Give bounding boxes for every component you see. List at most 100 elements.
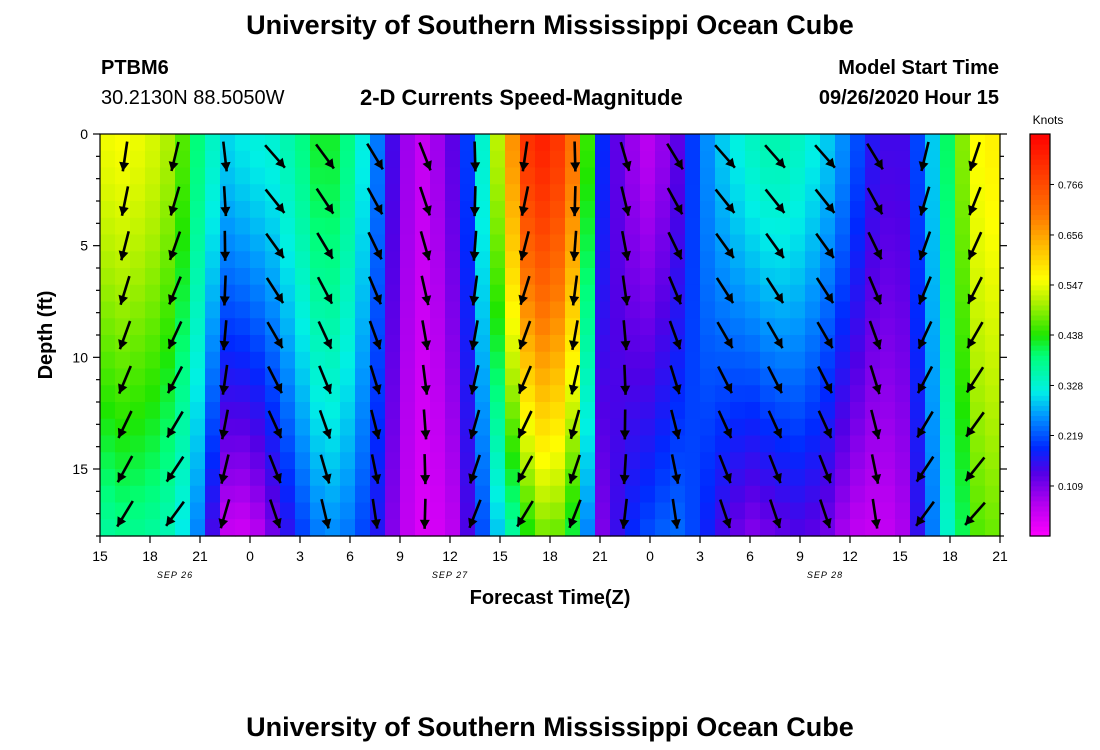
heatmap-cell — [895, 234, 911, 252]
colorbar-band — [1030, 410, 1050, 417]
heatmap-cell — [145, 452, 161, 470]
heatmap-cell — [355, 268, 371, 286]
heatmap-cell — [505, 335, 521, 353]
heatmap-cell — [790, 201, 806, 219]
heatmap-cell — [685, 251, 701, 269]
heatmap-cell — [160, 435, 176, 453]
heatmap-cell — [145, 234, 161, 252]
current-arrow — [469, 320, 479, 351]
heatmap-cell — [340, 201, 356, 219]
heatmap-cell — [850, 519, 866, 537]
heatmap-cell — [370, 217, 386, 236]
heatmap-cell — [400, 351, 416, 370]
heatmap-cell — [940, 502, 956, 520]
heatmap-cell — [175, 335, 191, 353]
heatmap-cell — [910, 301, 926, 319]
heatmap-cell — [535, 402, 551, 420]
heatmap-cell — [385, 217, 401, 236]
current-arrow — [968, 186, 982, 216]
heatmap-cell — [580, 184, 596, 202]
current-arrow — [519, 141, 530, 172]
x-tick-label: 6 — [746, 548, 754, 564]
heatmap-cell — [835, 502, 851, 520]
heatmap-cell — [685, 234, 701, 252]
heatmap-cell — [850, 301, 866, 319]
heatmap-cell — [925, 201, 941, 219]
heatmap-cell — [925, 150, 941, 169]
colorbar-band — [1030, 450, 1050, 457]
heatmap-cell — [655, 435, 671, 453]
heatmap-cell — [430, 402, 446, 420]
heatmap-cell — [115, 217, 131, 236]
colorbar-band — [1030, 144, 1050, 150]
heatmap-cell — [580, 452, 596, 470]
current-arrow — [266, 321, 284, 349]
heatmap-cell — [685, 184, 701, 202]
heatmap-cell — [280, 167, 296, 185]
heatmap-cell — [145, 418, 161, 437]
heatmap-cell — [415, 502, 431, 520]
heatmap-cell — [940, 201, 956, 219]
current-vectors — [116, 141, 986, 529]
heatmap-cell — [595, 301, 611, 319]
heatmap-cell — [220, 435, 236, 453]
current-arrow — [670, 454, 682, 485]
heatmap-cell — [685, 150, 701, 169]
current-arrow — [619, 498, 630, 529]
heatmap-cell — [895, 502, 911, 520]
current-arrow — [666, 187, 684, 215]
heatmap-cell — [700, 217, 716, 236]
heatmap-cell — [415, 485, 431, 504]
heatmap-cell — [235, 167, 251, 185]
heatmap-cell — [970, 167, 986, 185]
heatmap-cell — [520, 435, 536, 453]
heatmap-cell — [505, 452, 521, 470]
heatmap-cell — [610, 385, 626, 403]
current-arrow — [318, 409, 332, 440]
heatmap-cell — [295, 435, 311, 453]
heatmap-cell — [955, 418, 971, 437]
heatmap-cell — [610, 452, 626, 470]
heatmap-cell — [205, 385, 221, 403]
heatmap-cell — [925, 335, 941, 353]
heatmap-cell — [100, 335, 116, 353]
heatmap-cell — [580, 284, 596, 303]
heatmap-cell — [430, 351, 446, 370]
current-arrow — [620, 275, 631, 306]
current-arrow — [220, 141, 231, 172]
heatmap-cell — [280, 184, 296, 202]
heatmap-cell — [895, 452, 911, 470]
heatmap-cell — [190, 268, 206, 286]
heatmap-cell — [685, 385, 701, 403]
current-arrow — [420, 409, 431, 440]
heatmap-cell — [565, 167, 581, 185]
heatmap-cell — [325, 318, 341, 336]
heatmap-cell — [235, 502, 251, 520]
heatmap-cell — [550, 284, 566, 303]
heatmap-cell — [820, 519, 836, 537]
heatmap-cell — [490, 201, 506, 219]
heatmap-cell — [340, 502, 356, 520]
heatmap-cell — [775, 167, 791, 185]
heatmap-cell — [190, 469, 206, 487]
heatmap-cell — [130, 234, 146, 252]
heatmap-cell — [595, 469, 611, 487]
heatmap-cell — [235, 234, 251, 252]
heatmap-cell — [400, 418, 416, 437]
heatmap-cell — [100, 301, 116, 319]
heatmap-cell — [445, 234, 461, 252]
heatmap-cell — [790, 318, 806, 336]
current-arrow — [320, 498, 332, 529]
heatmap-cell — [460, 268, 476, 286]
current-arrow — [870, 409, 882, 440]
heatmap-cell — [520, 402, 536, 420]
heatmap-cell — [655, 217, 671, 236]
heatmap-cell — [355, 519, 371, 537]
current-arrow — [366, 143, 384, 170]
heatmap-cell — [340, 402, 356, 420]
current-arrow — [718, 454, 732, 484]
heatmap-cell — [790, 134, 806, 152]
heatmap-cell — [925, 485, 941, 504]
heatmap-cell — [700, 284, 716, 303]
heatmap-cell — [730, 368, 746, 386]
